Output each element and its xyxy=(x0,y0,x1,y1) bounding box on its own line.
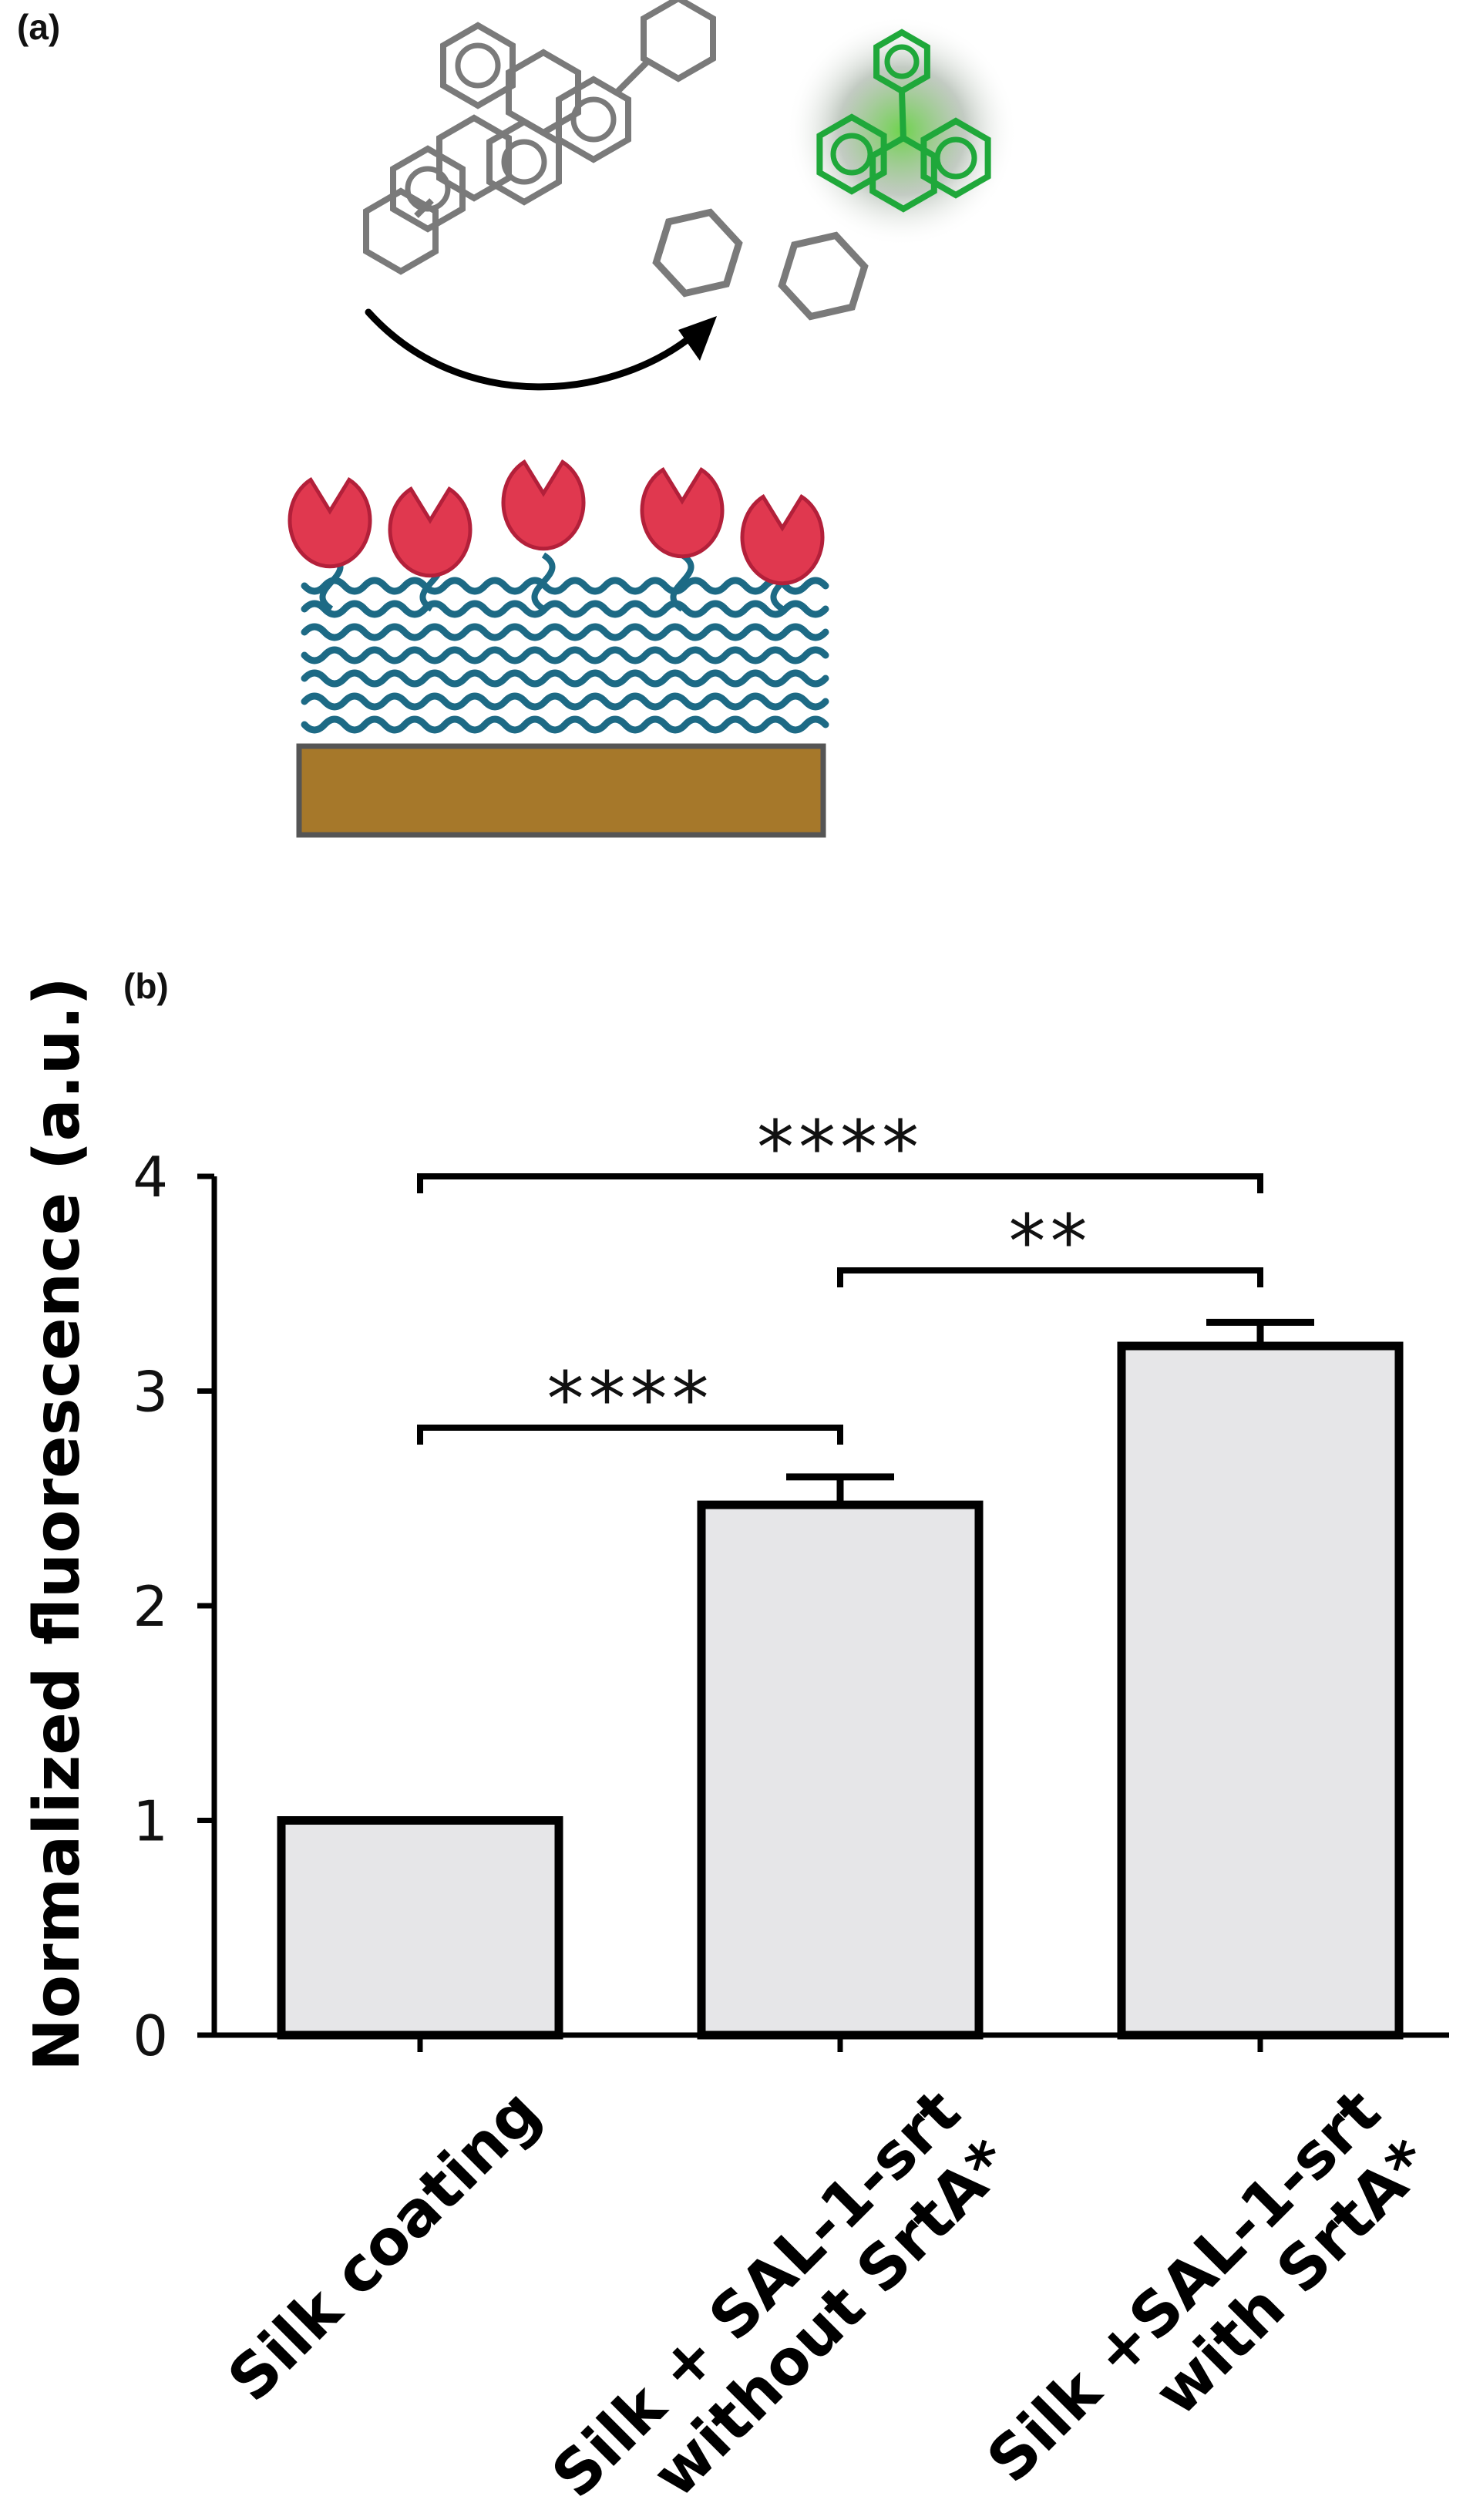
x-category-label: Silk + SAL-1-srtwithout SrtA* xyxy=(538,2076,1024,2520)
reaction-arrow xyxy=(365,308,701,391)
released-hexagon xyxy=(652,208,743,298)
significance-bracket xyxy=(417,1425,843,1445)
fluorescent-product xyxy=(786,15,1017,247)
silk-strand xyxy=(301,646,829,664)
product-bond xyxy=(899,90,906,140)
y-tick-label: 3 xyxy=(133,1360,168,1425)
silk-strand xyxy=(301,623,829,641)
molecule-ring xyxy=(436,114,512,202)
y-axis-label: Normalized fluorescence (a.u.) xyxy=(21,977,94,2071)
bar-1 xyxy=(697,1500,984,2040)
product-ring xyxy=(920,117,991,199)
schematic-illustration xyxy=(288,0,1017,838)
molecule-ring xyxy=(486,118,562,206)
silk-strand xyxy=(301,600,829,618)
molecule-bond xyxy=(614,59,650,95)
enzyme xyxy=(288,476,372,569)
aromatic-circle xyxy=(501,139,547,185)
released-hexagon xyxy=(778,231,869,321)
substrate-block xyxy=(296,743,826,838)
significance-label: ** xyxy=(1009,1199,1092,1285)
molecule-ring xyxy=(641,0,716,82)
panel-b-label: (b) xyxy=(123,966,169,1006)
reaction-arrow-head xyxy=(678,316,717,361)
silk-strand xyxy=(301,577,829,595)
molecule-bond xyxy=(414,198,434,218)
aromatic-circle xyxy=(570,96,617,143)
x-category-label: Silk coating xyxy=(214,2076,553,2415)
product-ring xyxy=(869,134,937,213)
enzyme-linker xyxy=(670,552,694,612)
molecule-ring xyxy=(440,22,516,109)
significance-label: **** xyxy=(547,1356,714,1442)
product-ring xyxy=(816,113,887,195)
silk-strand xyxy=(301,692,829,711)
x-category-line: Silk + SAL-1-srt xyxy=(538,2076,974,2512)
enzyme xyxy=(501,459,586,551)
molecule-ring xyxy=(556,76,631,163)
molecule-ring xyxy=(390,145,466,233)
silk-strand xyxy=(301,715,829,734)
enzyme xyxy=(388,486,473,578)
product-aromatic-circle xyxy=(884,44,920,79)
x-category-label: Silk +SAL-1-srtwith SrtA* xyxy=(974,2076,1444,2520)
significance-bracket xyxy=(417,1173,1263,1193)
y-tick-label: 0 xyxy=(133,2004,168,2068)
significance-label: **** xyxy=(757,1105,923,1191)
panel-a-label: (a) xyxy=(17,7,61,47)
significance-bracket xyxy=(837,1267,1263,1287)
aromatic-circle xyxy=(455,42,501,89)
y-tick-label: 2 xyxy=(133,1574,168,1639)
bar-0 xyxy=(277,1816,563,2040)
enzyme-heads xyxy=(288,459,825,586)
y-tick-label: 4 xyxy=(133,1145,168,1210)
y-tick-label: 1 xyxy=(133,1789,168,1854)
substrate-molecule xyxy=(363,0,716,275)
enzyme xyxy=(740,493,825,586)
silk-strands xyxy=(301,552,829,734)
bar-2 xyxy=(1117,1341,1404,2040)
silk-strand xyxy=(301,669,829,688)
x-category-line: Silk coating xyxy=(214,2076,553,2415)
enzyme xyxy=(640,466,725,559)
released-hexagons xyxy=(652,208,869,321)
product-aromatic-circle xyxy=(934,136,977,180)
enzyme-linker xyxy=(531,552,556,612)
molecule-ring xyxy=(363,187,439,275)
